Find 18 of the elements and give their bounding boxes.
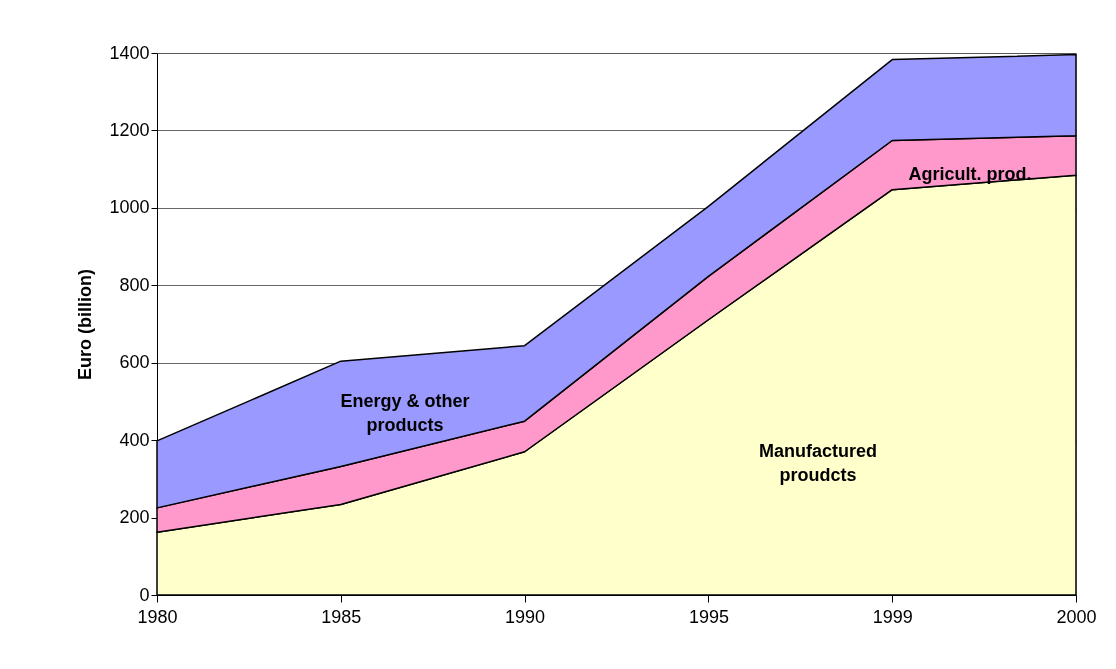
- series-label: Manufactured proudcts: [758, 441, 878, 485]
- y-tick-label: 1200: [109, 119, 150, 140]
- x-tick-label: 1985: [321, 606, 362, 627]
- y-tick-label: 200: [119, 507, 150, 528]
- y-axis-title: Euro (billion): [75, 269, 96, 380]
- y-tick-label: 1400: [109, 42, 150, 63]
- y-tick-label: 600: [119, 352, 150, 373]
- series-label: Energy & other products: [340, 391, 470, 435]
- x-tick-label: 1999: [872, 606, 913, 627]
- x-tick-label: 1990: [505, 606, 546, 627]
- y-tick-label: 0: [139, 584, 150, 605]
- x-tick-label: 2000: [1056, 606, 1097, 627]
- x-tick-label: 1995: [688, 606, 729, 627]
- y-tick-label: 400: [119, 429, 150, 450]
- y-tick-label: 800: [119, 274, 150, 295]
- y-tick-label: 1000: [109, 197, 150, 218]
- series-label: Agricult. prod.: [908, 164, 1032, 184]
- x-tick-label: 1980: [137, 606, 178, 627]
